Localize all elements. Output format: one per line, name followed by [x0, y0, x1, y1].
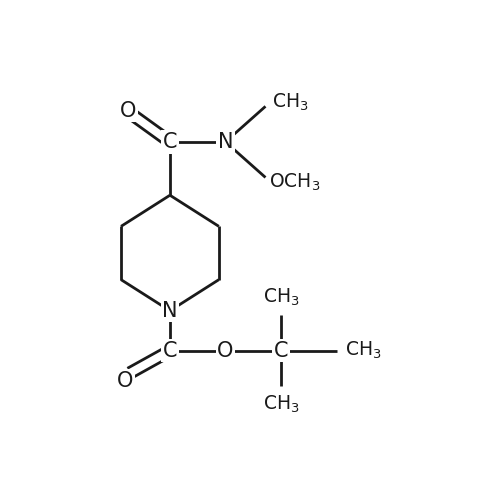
Text: CH$_3$: CH$_3$ — [262, 287, 299, 308]
Text: N: N — [162, 301, 178, 321]
Text: O: O — [117, 371, 134, 391]
Text: O: O — [120, 101, 136, 121]
Text: N: N — [218, 132, 233, 152]
Text: CH$_3$: CH$_3$ — [262, 393, 299, 415]
Text: C: C — [274, 341, 288, 361]
Text: OCH$_3$: OCH$_3$ — [269, 171, 320, 193]
Text: CH$_3$: CH$_3$ — [345, 340, 382, 362]
Text: CH$_3$: CH$_3$ — [272, 91, 308, 113]
Text: C: C — [163, 341, 177, 361]
Text: C: C — [163, 132, 177, 152]
Text: O: O — [217, 341, 234, 361]
